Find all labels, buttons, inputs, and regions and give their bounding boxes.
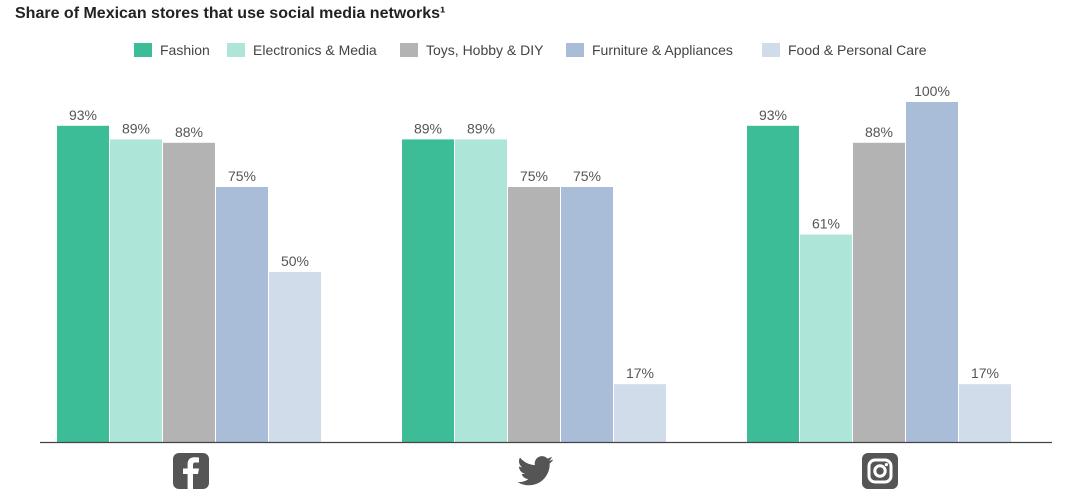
data-label: 89% — [122, 120, 150, 136]
chart-title: Share of Mexican stores that use social … — [15, 5, 446, 22]
bar — [747, 125, 799, 443]
legend-label: Fashion — [160, 42, 210, 58]
data-label: 75% — [573, 168, 601, 184]
legend-item-fashion: Fashion — [134, 42, 210, 58]
data-label: 61% — [812, 216, 840, 232]
bar — [216, 187, 268, 442]
legend-swatch — [227, 43, 245, 57]
legend-item-food-personal-care: Food & Personal Care — [762, 42, 927, 58]
data-label: 100% — [914, 83, 950, 99]
data-label: 89% — [414, 120, 442, 136]
bar — [614, 384, 666, 442]
legend: Fashion Electronics & Media Toys, Hobby … — [0, 42, 1080, 62]
data-label: 88% — [175, 124, 203, 140]
data-label: 93% — [69, 107, 97, 123]
bar — [853, 142, 905, 443]
legend-label: Toys, Hobby & DIY — [426, 42, 544, 58]
data-label: 89% — [467, 120, 495, 136]
bar — [455, 139, 507, 442]
data-label: 75% — [228, 168, 256, 184]
data-label: 17% — [971, 365, 999, 381]
data-label: 88% — [865, 124, 893, 140]
legend-label: Food & Personal Care — [788, 42, 927, 58]
legend-item-toys-hobby-diy: Toys, Hobby & DIY — [400, 42, 544, 58]
data-label: 75% — [520, 168, 548, 184]
legend-swatch — [134, 43, 152, 57]
legend-label: Electronics & Media — [253, 42, 377, 58]
legend-label: Furniture & Appliances — [592, 42, 733, 58]
bar — [508, 187, 560, 442]
bar — [561, 187, 613, 442]
instagram-icon — [862, 453, 898, 489]
data-label: 93% — [759, 107, 787, 123]
bar — [110, 139, 162, 442]
legend-swatch — [566, 43, 584, 57]
legend-item-furniture-appliances: Furniture & Appliances — [566, 42, 733, 58]
legend-swatch — [400, 43, 418, 57]
bar — [800, 234, 852, 442]
legend-swatch — [762, 43, 780, 57]
bar — [57, 125, 109, 443]
data-label: 17% — [626, 365, 654, 381]
bar — [269, 272, 321, 442]
data-label: 50% — [281, 253, 309, 269]
twitter-icon — [517, 456, 554, 486]
bar — [163, 142, 215, 443]
bar — [402, 139, 454, 442]
bar — [906, 102, 958, 442]
legend-item-electronics-media: Electronics & Media — [227, 42, 377, 58]
bar — [959, 384, 1011, 442]
facebook-icon — [173, 453, 209, 489]
